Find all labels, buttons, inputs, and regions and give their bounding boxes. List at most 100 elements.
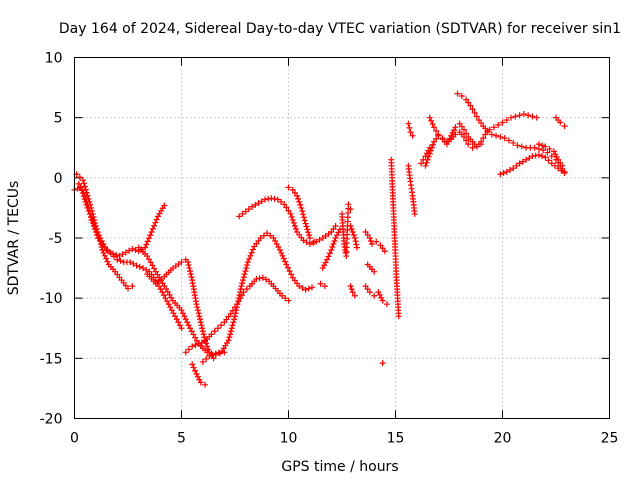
data-point-interp <box>203 355 210 362</box>
data-point-interp <box>144 238 151 245</box>
data-point <box>458 93 465 100</box>
data-point <box>405 120 412 127</box>
data-point-interp <box>303 223 310 230</box>
data-point <box>319 265 326 272</box>
data-point-interp <box>278 249 285 256</box>
data-point <box>296 283 303 290</box>
data-point <box>276 247 283 254</box>
data-point <box>255 200 262 207</box>
data-point-interp <box>245 206 252 213</box>
data-point <box>452 131 459 138</box>
data-point-interp <box>198 322 205 329</box>
data-point-interp <box>190 331 197 338</box>
data-point-interp <box>348 225 355 232</box>
data-point-interp <box>330 241 337 248</box>
plot-frame <box>74 57 610 419</box>
data-point-interp <box>170 310 177 317</box>
data-point-interp <box>334 232 341 239</box>
data-point-interp <box>539 153 546 160</box>
data-point <box>208 331 215 338</box>
data-point-interp <box>423 159 430 166</box>
data-point <box>195 340 202 347</box>
data-point-interp <box>194 304 201 311</box>
data-point <box>452 124 459 131</box>
data-point-interp <box>92 228 99 235</box>
data-point <box>561 123 568 130</box>
chart-title: Day 164 of 2024, Sidereal Day-to-day VTE… <box>59 21 621 37</box>
data-point <box>351 292 358 299</box>
data-point-interp <box>196 376 203 383</box>
data-point-interp <box>130 260 137 267</box>
data-point-interp <box>227 331 234 338</box>
data-point <box>409 132 416 139</box>
data-point-interp <box>297 201 304 208</box>
data-point-interp <box>196 313 203 320</box>
data-point-interp <box>157 286 164 293</box>
data-point-interp <box>87 213 94 220</box>
data-point <box>366 289 373 296</box>
data-point-interp <box>237 289 244 296</box>
data-point <box>210 355 217 362</box>
data-point-interp <box>218 322 225 329</box>
data-point <box>465 141 472 148</box>
data-point-interp <box>149 262 156 269</box>
data-point-interp <box>272 238 279 245</box>
data-point-interp <box>211 328 218 335</box>
data-point-interp <box>239 280 246 287</box>
data-point <box>469 144 476 151</box>
x-tick-label: 15 <box>387 431 405 447</box>
data-point-interp <box>126 247 133 254</box>
data-point-interp <box>147 259 154 266</box>
data-point <box>460 133 467 140</box>
data-point-interp <box>98 244 105 251</box>
data-point-interp <box>331 238 338 245</box>
data-point-interp <box>278 198 285 205</box>
data-point <box>426 114 433 121</box>
data-point <box>182 349 189 356</box>
data-point <box>542 143 549 150</box>
data-point <box>345 201 352 208</box>
data-point-interp <box>226 334 233 341</box>
y-tick-label: -20 <box>40 412 63 428</box>
data-point-interp <box>233 307 240 314</box>
data-point <box>520 111 527 118</box>
data-point-interp <box>233 304 240 311</box>
data-point <box>199 358 206 365</box>
x-axis-label: GPS time / hours <box>281 459 398 475</box>
data-point <box>395 313 402 320</box>
data-point-interp <box>235 295 242 302</box>
data-point <box>475 117 482 124</box>
data-point-interp <box>182 316 189 323</box>
data-point-interp <box>450 127 457 134</box>
data-point <box>379 297 386 304</box>
data-point-interp <box>229 322 236 329</box>
data-point-interp <box>103 255 110 262</box>
y-tick-label: -5 <box>49 231 63 247</box>
data-point <box>214 325 221 332</box>
data-point-interp <box>90 222 97 229</box>
data-point <box>503 168 510 175</box>
data-point <box>206 352 213 359</box>
data-point <box>353 244 360 251</box>
data-point-interp <box>305 285 312 292</box>
data-point-interp <box>539 142 546 149</box>
data-point <box>431 124 438 131</box>
data-point <box>467 102 474 109</box>
y-tick-label: -10 <box>40 291 63 307</box>
data-point-interp <box>244 262 251 269</box>
data-point <box>187 325 194 332</box>
data-point <box>202 381 209 388</box>
data-point-interp <box>273 241 280 248</box>
data-point-interp <box>299 208 306 215</box>
data-point-interp <box>234 301 241 308</box>
x-tick-label: 0 <box>70 431 79 447</box>
data-point <box>270 235 277 241</box>
data-point <box>349 289 356 296</box>
data-point-interp <box>185 262 192 269</box>
data-point <box>540 147 547 154</box>
data-point-interp <box>145 235 152 242</box>
data-point-interp <box>89 219 96 226</box>
data-point-interp <box>480 135 487 142</box>
data-point <box>535 151 542 158</box>
data-point <box>371 268 378 275</box>
